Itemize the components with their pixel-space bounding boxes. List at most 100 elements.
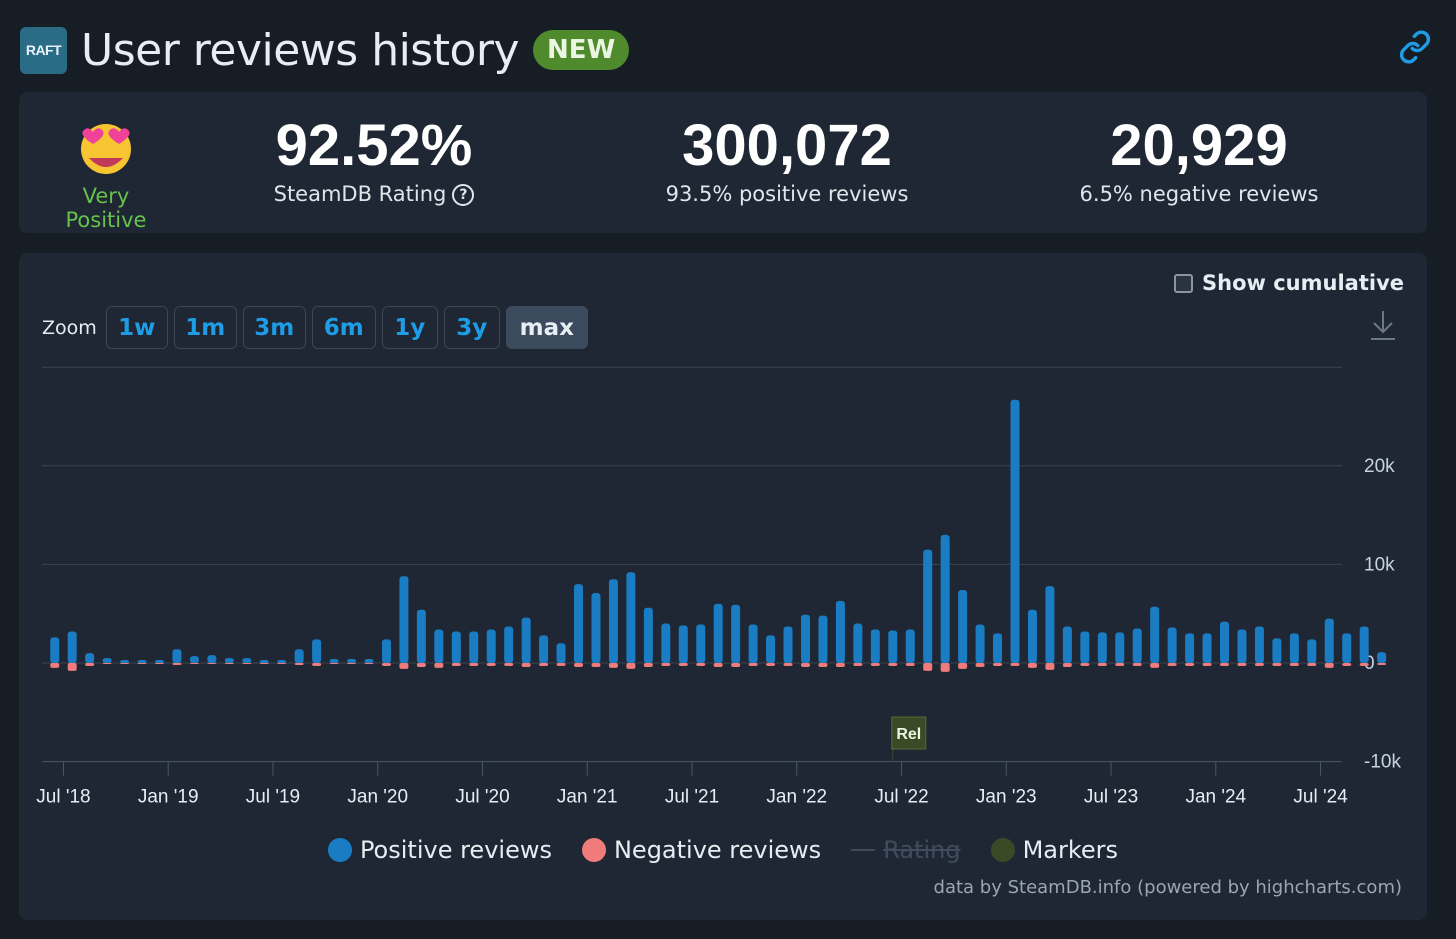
positive-bar (1027, 609, 1037, 663)
x-tick-label: Jan '23 (976, 787, 1037, 808)
negative-bar (102, 663, 112, 664)
negative-bar (347, 663, 357, 664)
legend-markers[interactable]: Markers (990, 836, 1118, 864)
negative-bar (1097, 663, 1107, 666)
negative-bar (329, 663, 339, 664)
x-tick-label: Jan '24 (1185, 787, 1246, 808)
negative-count: 20,929 (1110, 113, 1288, 178)
positive-bar (364, 659, 374, 663)
steamdb-rating-value: 92.52% (275, 113, 473, 178)
negative-bar (50, 663, 60, 668)
positive-bar (1062, 626, 1072, 663)
legend-rating-label: Rating (883, 836, 961, 864)
positive-bar (312, 639, 322, 663)
legend-positive-label: Positive reviews (359, 836, 552, 864)
positive-bar (381, 639, 391, 663)
positive-bar (207, 655, 217, 663)
x-tick-label: Jul '23 (1084, 787, 1138, 808)
negative-bar (940, 663, 950, 672)
positive-bar (696, 624, 706, 663)
legend-negative[interactable]: Negative reviews (581, 836, 821, 864)
positive-bar (783, 626, 793, 663)
x-tick-label: Jul '22 (874, 787, 928, 808)
positive-bar (835, 600, 845, 663)
new-badge: NEW (533, 30, 630, 70)
positive-bar (1080, 631, 1090, 663)
zoom-1y-button[interactable]: 1y (381, 306, 438, 349)
positive-label: 93.5% positive reviews (665, 182, 909, 206)
stats-panel: Very Positive 92.52% SteamDB Rating? 300… (19, 92, 1427, 233)
negative-bar (1045, 663, 1055, 670)
heart-eyes-emoji-icon (81, 124, 131, 174)
negative-bar (120, 663, 130, 664)
positive-bar (242, 658, 252, 663)
positive-bar (172, 649, 182, 663)
negative-dot-icon (581, 838, 606, 862)
negative-bar (1115, 663, 1125, 666)
negative-bar (1377, 663, 1387, 665)
negative-bar (1027, 663, 1037, 668)
cumulative-checkbox[interactable] (1174, 273, 1194, 293)
y-tick-label: 10k (1364, 554, 1395, 575)
positive-bar (1237, 629, 1247, 663)
negative-bar (1185, 663, 1195, 666)
positive-bar (661, 623, 671, 663)
positive-bar (189, 656, 199, 663)
negative-bar (870, 663, 880, 666)
legend-rating[interactable]: Rating (851, 836, 961, 864)
negative-bar (748, 663, 758, 666)
negative-bar (1062, 663, 1072, 667)
zoom-3m-button[interactable]: 3m (242, 306, 306, 349)
positive-bar (870, 629, 880, 663)
chart-legend: Positive reviews Negative reviews Rating… (19, 836, 1427, 864)
cumulative-label: Show cumulative (1202, 271, 1404, 295)
positive-bar (434, 629, 444, 663)
legend-positive[interactable]: Positive reviews (327, 836, 552, 864)
negative-bar (259, 663, 269, 664)
negative-bar (905, 663, 915, 666)
positive-bar (539, 635, 549, 663)
review-rating-label: Very Positive (65, 184, 147, 232)
negative-bar (224, 663, 234, 664)
negative-bar (85, 663, 95, 666)
negative-bar (1202, 663, 1212, 666)
positive-bar (1045, 586, 1055, 663)
zoom-3y-button[interactable]: 3y (443, 306, 500, 349)
download-icon[interactable] (1369, 309, 1397, 341)
negative-bar (451, 663, 461, 666)
show-cumulative-toggle[interactable]: Show cumulative (1174, 271, 1404, 295)
zoom-6m-button[interactable]: 6m (311, 306, 376, 349)
negative-bar (853, 663, 863, 666)
positive-bar (958, 590, 968, 663)
negative-bar (1150, 663, 1160, 668)
zoom-1w-button[interactable]: 1w (105, 306, 168, 349)
positive-bar (120, 660, 130, 663)
negative-bar (731, 663, 741, 667)
zoom-1m-button[interactable]: 1m (173, 306, 237, 349)
positive-reviews-stat: 300,072 93.5% positive reviews (637, 92, 937, 233)
positive-bar (277, 660, 287, 663)
y-tick-label: 20k (1364, 456, 1395, 477)
zoom-max-button[interactable]: max (505, 306, 588, 349)
positive-bar (975, 624, 985, 663)
x-tick-label: Jan '21 (557, 787, 618, 808)
help-icon[interactable]: ? (452, 184, 475, 206)
positive-bar (1220, 621, 1230, 663)
x-tick-label: Jul '21 (665, 787, 719, 808)
positive-bar (818, 615, 828, 663)
negative-bar (975, 663, 985, 667)
negative-bar (172, 663, 182, 665)
chart-credits[interactable]: data by SteamDB.info (powered by highcha… (933, 877, 1402, 898)
x-tick-label: Jul '20 (455, 787, 509, 808)
x-tick-label: Jan '20 (347, 787, 408, 808)
negative-bar (626, 663, 636, 669)
negative-bar (800, 663, 810, 667)
positive-bar (1254, 626, 1264, 663)
positive-bar (1359, 626, 1369, 663)
positive-count: 300,072 (682, 113, 892, 178)
negative-bar (608, 663, 618, 668)
negative-bar (1272, 663, 1282, 666)
negative-bar (469, 663, 479, 666)
positive-bar (85, 653, 95, 663)
link-icon[interactable] (1398, 30, 1432, 64)
